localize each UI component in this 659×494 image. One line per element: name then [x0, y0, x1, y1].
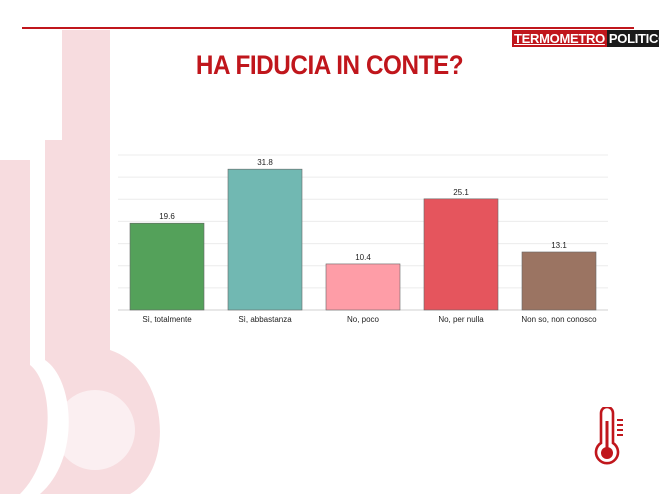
category-label: No, poco [347, 315, 380, 324]
brand-logo-part1: TERMOMETRO [512, 30, 607, 47]
data-label: 31.8 [257, 158, 273, 167]
data-label: 10.4 [355, 253, 371, 262]
category-label: Sì, totalmente [142, 315, 192, 324]
data-label: 25.1 [453, 188, 469, 197]
category-label: No, per nulla [438, 315, 484, 324]
bar [521, 251, 597, 311]
brand-logo-part2: POLITICO [606, 30, 659, 47]
brand-logo: TERMOMETRO POLITICO [512, 30, 659, 47]
page-title: HA FIDUCIA IN CONTE? [195, 50, 464, 80]
header-rule [22, 27, 634, 29]
bar [325, 263, 401, 311]
thermometer-icon [594, 407, 623, 465]
category-label: Non so, non conosco [521, 315, 597, 324]
bar [423, 198, 499, 311]
bar [227, 168, 303, 311]
category-label: Sì, abbastanza [238, 315, 292, 324]
bar [129, 222, 205, 311]
data-label: 19.6 [159, 212, 175, 221]
data-label: 13.1 [551, 241, 567, 250]
